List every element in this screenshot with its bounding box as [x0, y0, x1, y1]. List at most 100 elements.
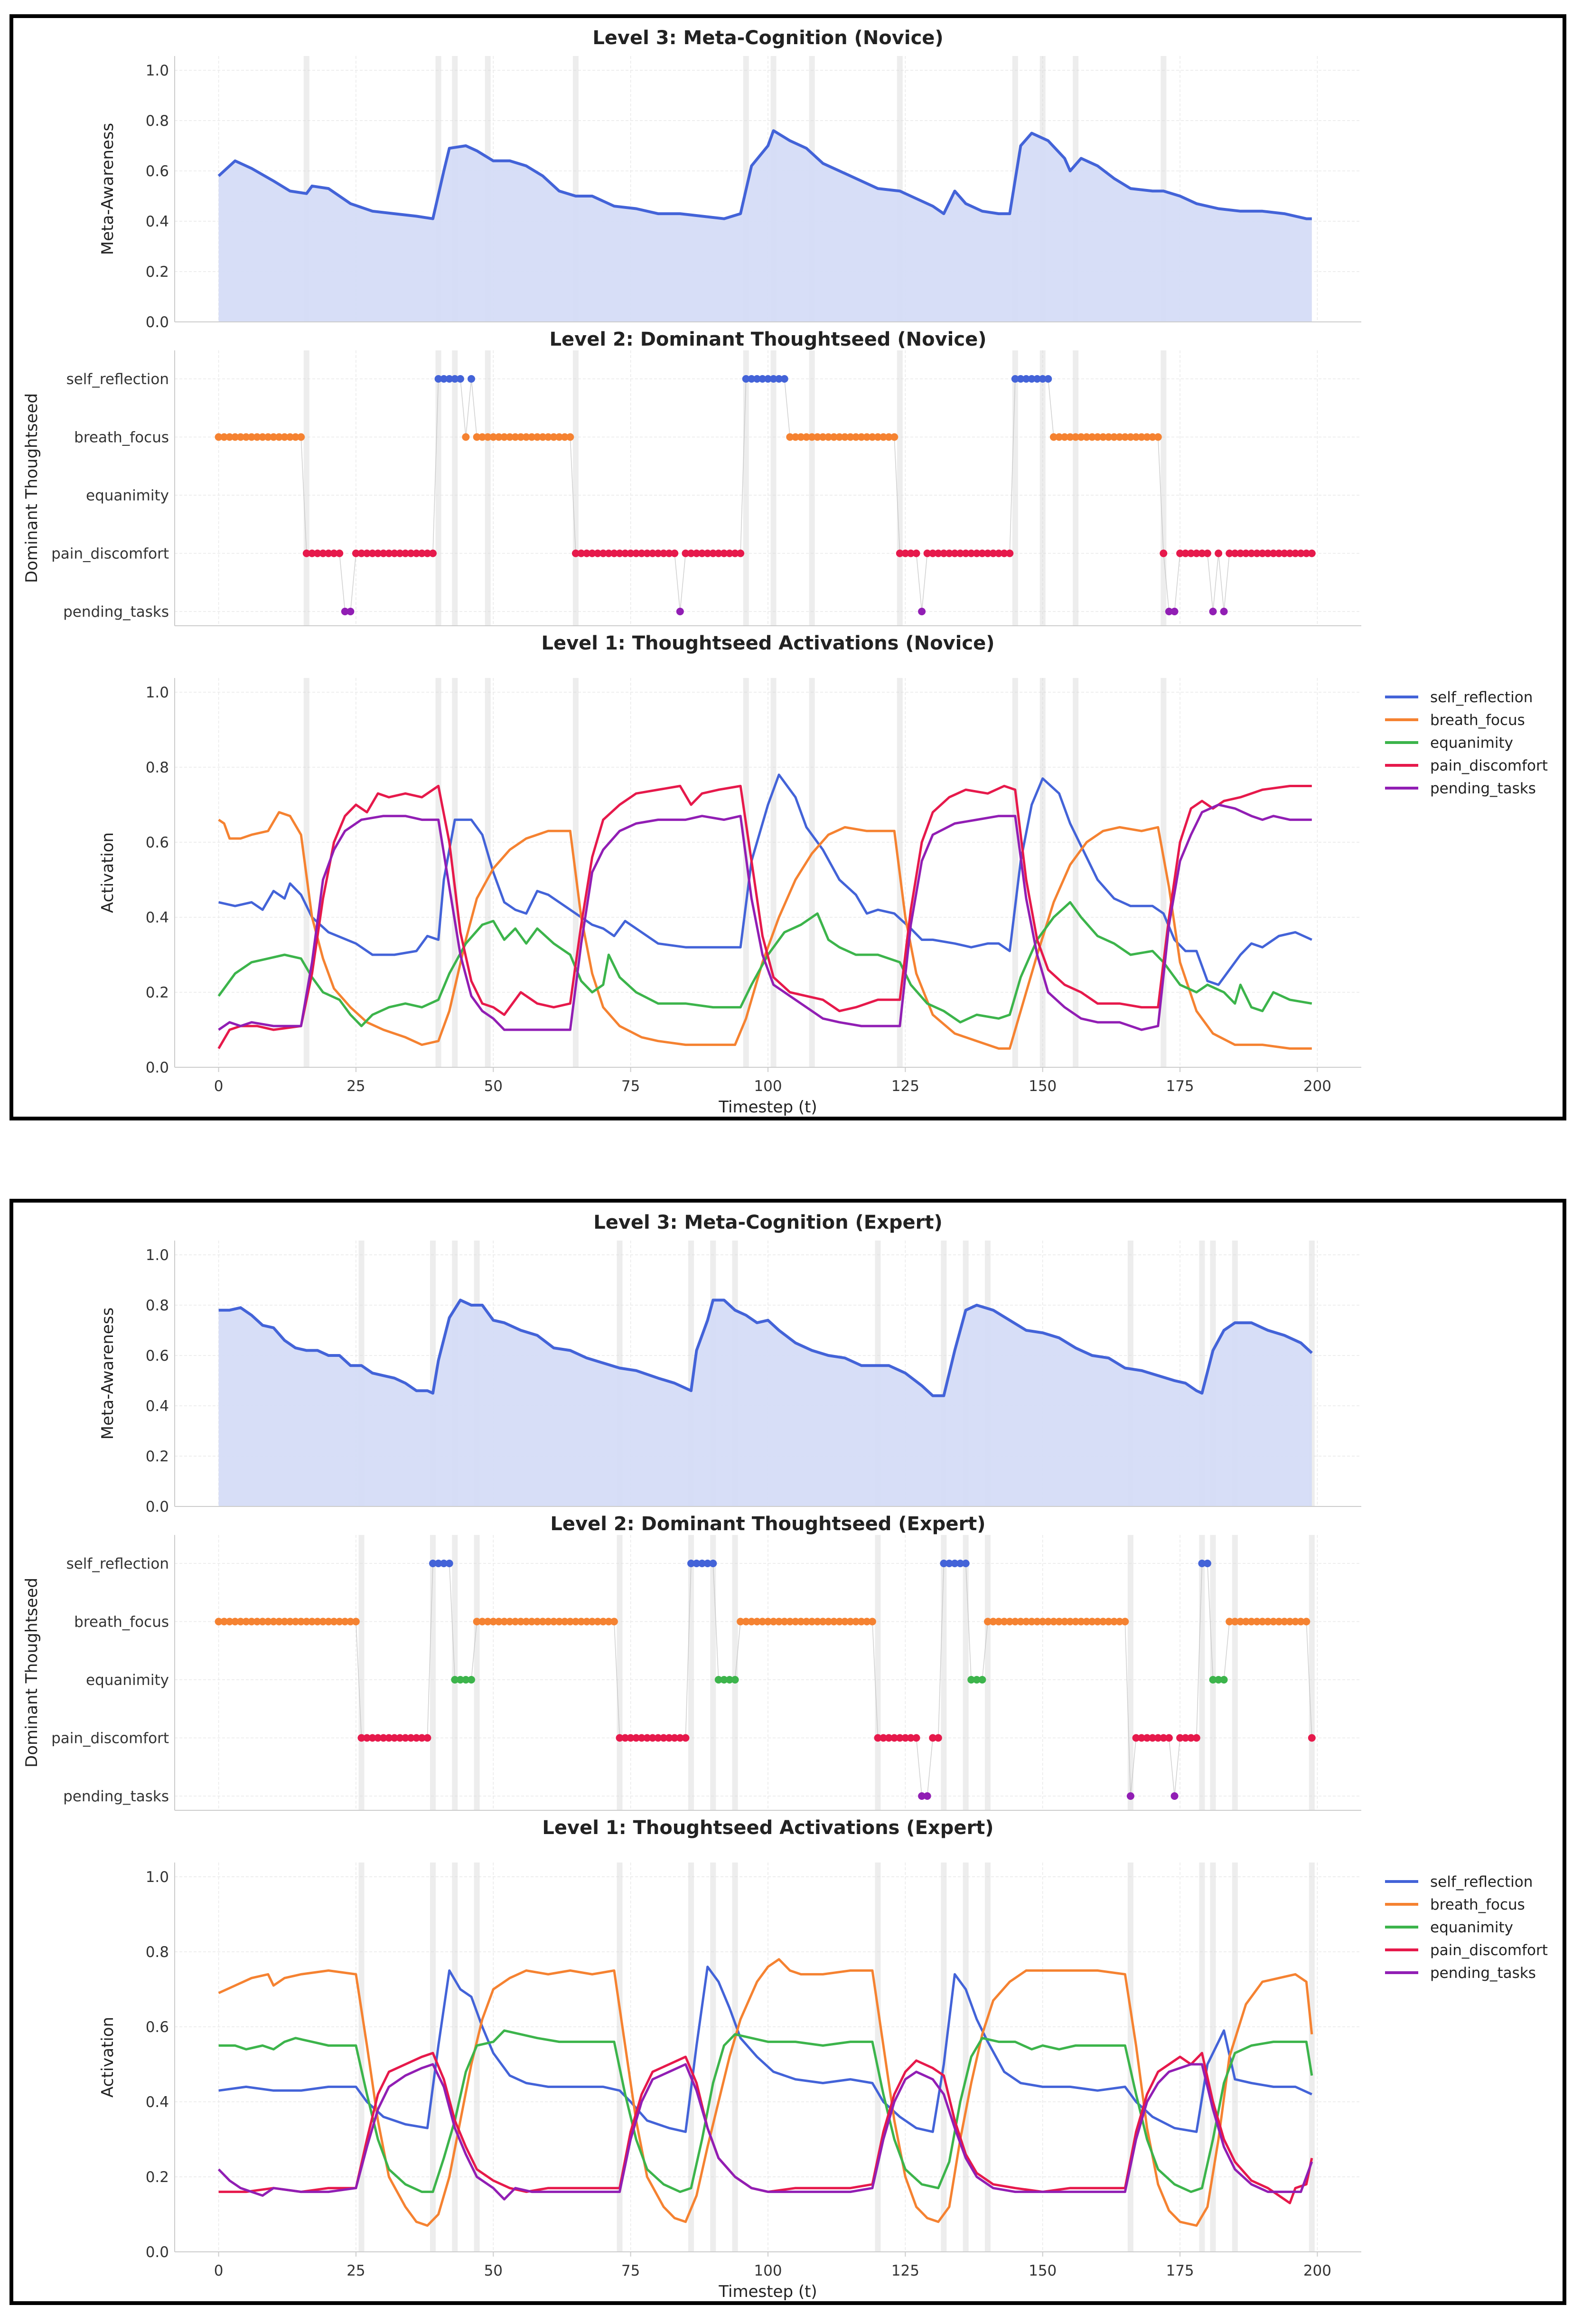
dominant-point-breath-focus — [1281, 1618, 1288, 1626]
dominant-point-pain-discomfort — [407, 549, 415, 557]
x-tick-label: 150 — [1029, 1078, 1057, 1095]
dominant-point-pain-discomfort — [676, 1734, 684, 1742]
legend-label-pain-discomfort: pain_discomfort — [1430, 1942, 1548, 1959]
dominant-point-pain-discomfort — [1160, 1734, 1168, 1742]
switch-highlight — [1039, 350, 1046, 626]
dominant-point-pain-discomfort — [1231, 549, 1239, 557]
dominant-point-pain-discomfort — [703, 549, 711, 557]
dominant-point-pain-discomfort — [1215, 549, 1223, 557]
dominant-point-equanimity — [451, 1676, 459, 1684]
switch-highlight — [897, 350, 903, 626]
dominant-point-pain-discomfort — [1264, 549, 1272, 557]
dominant-point-pain-discomfort — [385, 549, 393, 557]
dominant-point-self-reflection — [693, 1560, 701, 1567]
dominant-point-breath-focus — [528, 1618, 536, 1626]
dominant-point-breath-focus — [1088, 1618, 1096, 1626]
legend-label-equanimity: equanimity — [1430, 734, 1513, 752]
dominant-point-breath-focus — [319, 1618, 327, 1626]
dominant-point-breath-focus — [275, 433, 283, 441]
switch-highlight — [474, 1535, 480, 1810]
dominant-point-breath-focus — [1055, 1618, 1063, 1626]
dominant-point-equanimity — [1220, 1676, 1228, 1684]
dominant-point-breath-focus — [506, 433, 514, 441]
category-label-pending-tasks: pending_tasks — [63, 1788, 169, 1805]
switch-highlight — [1309, 1863, 1315, 2252]
category-label-pain-discomfort: pain_discomfort — [51, 546, 169, 563]
dominant-point-self-reflection — [1017, 375, 1025, 383]
dominant-point-breath-focus — [605, 1618, 613, 1626]
dominant-point-self-reflection — [445, 1560, 453, 1567]
dominant-point-equanimity — [726, 1676, 733, 1684]
dominant-point-breath-focus — [566, 433, 574, 441]
switch-highlight — [452, 678, 458, 1067]
dominant-point-breath-focus — [1115, 433, 1123, 441]
dominant-point-self-reflection — [1044, 375, 1052, 383]
dominant-point-equanimity — [720, 1676, 728, 1684]
x-tick-label: 75 — [621, 2262, 640, 2279]
dominant-point-breath-focus — [522, 1618, 530, 1626]
x-tick-label: 0 — [214, 1078, 224, 1095]
dominant-point-breath-focus — [742, 1618, 750, 1626]
y-tick-label: 0.4 — [146, 2094, 169, 2111]
expert-chart-svg: Level 3: Meta-Cognition (Expert) 0.0 0.2 0.… — [22, 1212, 1548, 2301]
dominant-point-equanimity — [973, 1676, 981, 1684]
dominant-point-pain-discomfort — [616, 1734, 624, 1742]
dominant-point-self-reflection — [703, 1560, 711, 1567]
switch-highlight — [474, 1863, 480, 2252]
dominant-point-breath-focus — [610, 1618, 618, 1626]
switch-highlight — [303, 350, 309, 626]
dominant-point-breath-focus — [1275, 1618, 1283, 1626]
dominant-point-pain-discomfort — [391, 549, 398, 557]
dominant-point-pain-discomfort — [665, 549, 673, 557]
dominant-point-breath-focus — [835, 1618, 843, 1626]
dominant-point-pain-discomfort — [934, 1734, 942, 1742]
dominant-point-breath-focus — [786, 433, 794, 441]
dominant-point-self-reflection — [769, 375, 777, 383]
dominant-point-pain-discomfort — [1269, 549, 1277, 557]
dominant-point-pain-discomfort — [1242, 549, 1250, 557]
dominant-point-pain-discomfort — [1253, 549, 1261, 557]
dominant-point-breath-focus — [511, 1618, 519, 1626]
dominant-point-breath-focus — [484, 433, 492, 441]
dominant-point-pain-discomfort — [1006, 549, 1014, 557]
dominant-point-pain-discomfort — [929, 549, 937, 557]
dominant-point-breath-focus — [1077, 433, 1085, 441]
dominant-point-pain-discomfort — [687, 549, 695, 557]
y-tick-label: 0.8 — [146, 759, 169, 776]
x-tick-label: 200 — [1303, 1078, 1331, 1095]
dominant-point-breath-focus — [863, 433, 871, 441]
dominant-point-self-reflection — [962, 1560, 970, 1567]
y-tick-label: 1.0 — [146, 62, 169, 79]
dominant-point-breath-focus — [819, 433, 827, 441]
dominant-point-equanimity — [714, 1676, 722, 1684]
dominant-point-self-reflection — [1198, 1560, 1206, 1567]
dominant-point-breath-focus — [242, 433, 250, 441]
dominant-point-breath-focus — [775, 1618, 783, 1626]
category-label-pending-tasks: pending_tasks — [63, 603, 169, 621]
dominant-point-breath-focus — [566, 1618, 574, 1626]
dominant-point-pain-discomfort — [1154, 1734, 1162, 1742]
dominant-point-breath-focus — [352, 1618, 360, 1626]
dominant-point-breath-focus — [1049, 1618, 1058, 1626]
dominant-point-pain-discomfort — [632, 1734, 640, 1742]
dominant-point-pain-discomfort — [654, 1734, 662, 1742]
dominant-point-pain-discomfort — [929, 1734, 937, 1742]
category-label-breath-focus: breath_focus — [74, 1614, 169, 1631]
series-line-pain-discomfort — [217, 785, 1312, 1049]
dominant-point-pain-discomfort — [648, 1734, 656, 1742]
y-tick-label: 0.2 — [146, 263, 169, 281]
x-tick-label: 125 — [891, 1078, 919, 1095]
dominant-point-breath-focus — [236, 433, 244, 441]
novice-figure: Level 3: Meta-Cognition (Novice) 0.0 0.2 0.… — [9, 14, 1566, 1120]
dominant-point-pain-discomfort — [363, 549, 371, 557]
dominant-point-breath-focus — [1094, 433, 1102, 441]
dominant-point-pain-discomfort — [379, 1734, 387, 1742]
dominant-point-breath-focus — [517, 433, 525, 441]
dominant-point-breath-focus — [286, 1618, 294, 1626]
y-tick-label: 0.8 — [146, 1944, 169, 1961]
meta-awareness-area — [218, 131, 1312, 322]
dominant-point-breath-focus — [253, 433, 261, 441]
switch-highlight — [485, 678, 491, 1067]
dominant-point-breath-focus — [803, 1618, 810, 1626]
dominant-point-pain-discomfort — [665, 1734, 673, 1742]
